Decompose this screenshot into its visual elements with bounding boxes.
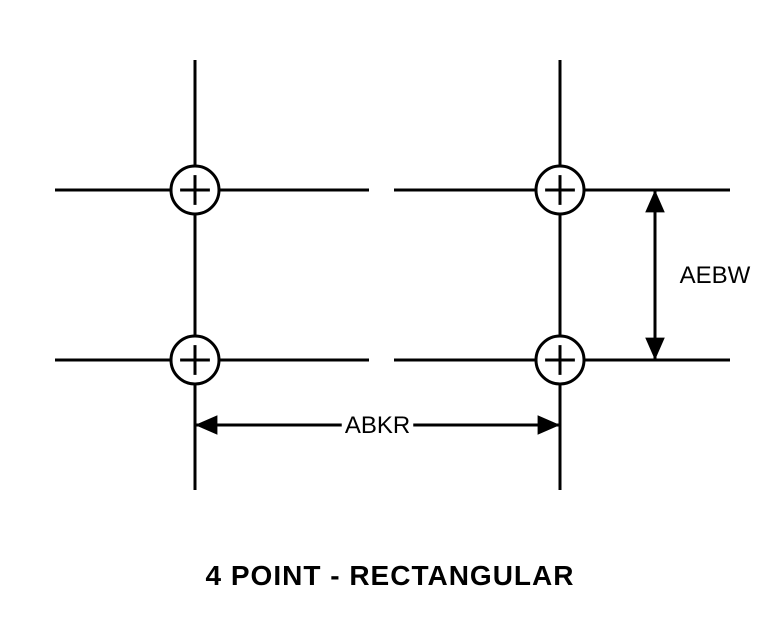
svg-text:AEBW: AEBW: [680, 262, 751, 289]
four-point-rectangular-diagram: ABKR AEBW: [0, 0, 780, 630]
diagram-title: 4 POINT - RECTANGULAR: [0, 560, 780, 592]
svg-text:ABKR: ABKR: [345, 412, 410, 439]
